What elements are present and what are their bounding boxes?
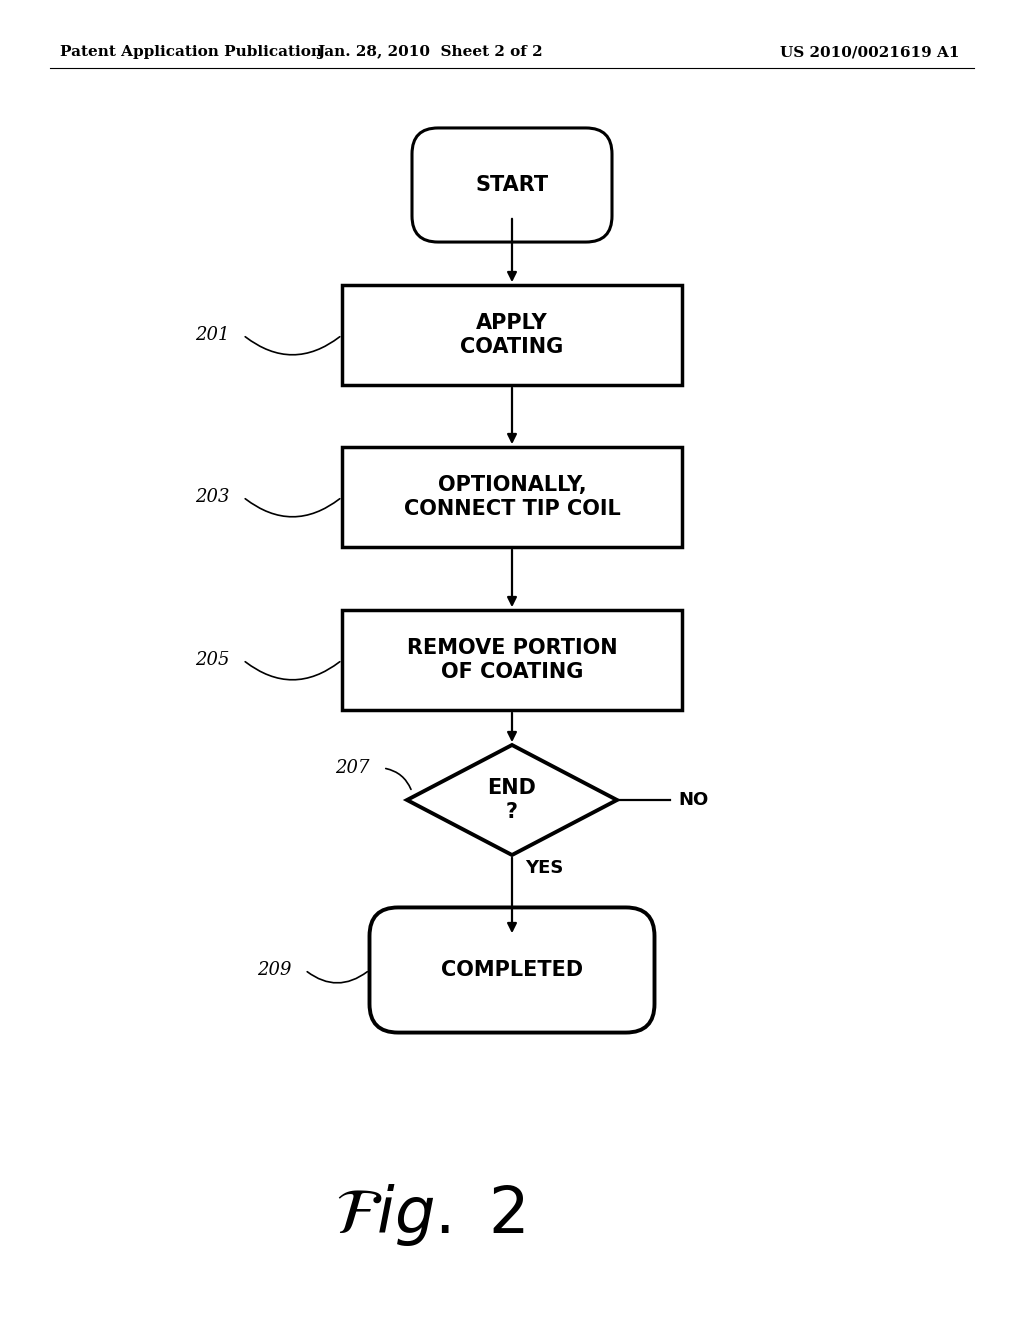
Text: REMOVE PORTION
OF COATING: REMOVE PORTION OF COATING	[407, 639, 617, 681]
Text: START: START	[475, 176, 549, 195]
Text: 201: 201	[196, 326, 230, 345]
Text: Jan. 28, 2010  Sheet 2 of 2: Jan. 28, 2010 Sheet 2 of 2	[317, 45, 543, 59]
Text: 207: 207	[336, 759, 370, 777]
Text: 209: 209	[257, 961, 292, 979]
Text: YES: YES	[525, 859, 563, 876]
FancyBboxPatch shape	[370, 907, 654, 1032]
Text: US 2010/0021619 A1: US 2010/0021619 A1	[780, 45, 959, 59]
Text: APPLY
COATING: APPLY COATING	[461, 313, 563, 356]
Bar	[342, 285, 682, 385]
Text: END
?: END ?	[487, 779, 537, 821]
Polygon shape	[407, 744, 617, 855]
Text: 203: 203	[196, 488, 230, 506]
Bar	[342, 447, 682, 546]
FancyBboxPatch shape	[412, 128, 612, 242]
Text: 205: 205	[196, 651, 230, 669]
Text: OPTIONALLY,
CONNECT TIP COIL: OPTIONALLY, CONNECT TIP COIL	[403, 475, 621, 519]
Text: COMPLETED: COMPLETED	[441, 960, 583, 979]
Text: NO: NO	[678, 791, 709, 809]
Text: $\mathcal{F}$$\mathit{ig.\ 2}$: $\mathcal{F}$$\mathit{ig.\ 2}$	[335, 1181, 525, 1247]
Bar	[342, 610, 682, 710]
Text: Patent Application Publication: Patent Application Publication	[60, 45, 322, 59]
